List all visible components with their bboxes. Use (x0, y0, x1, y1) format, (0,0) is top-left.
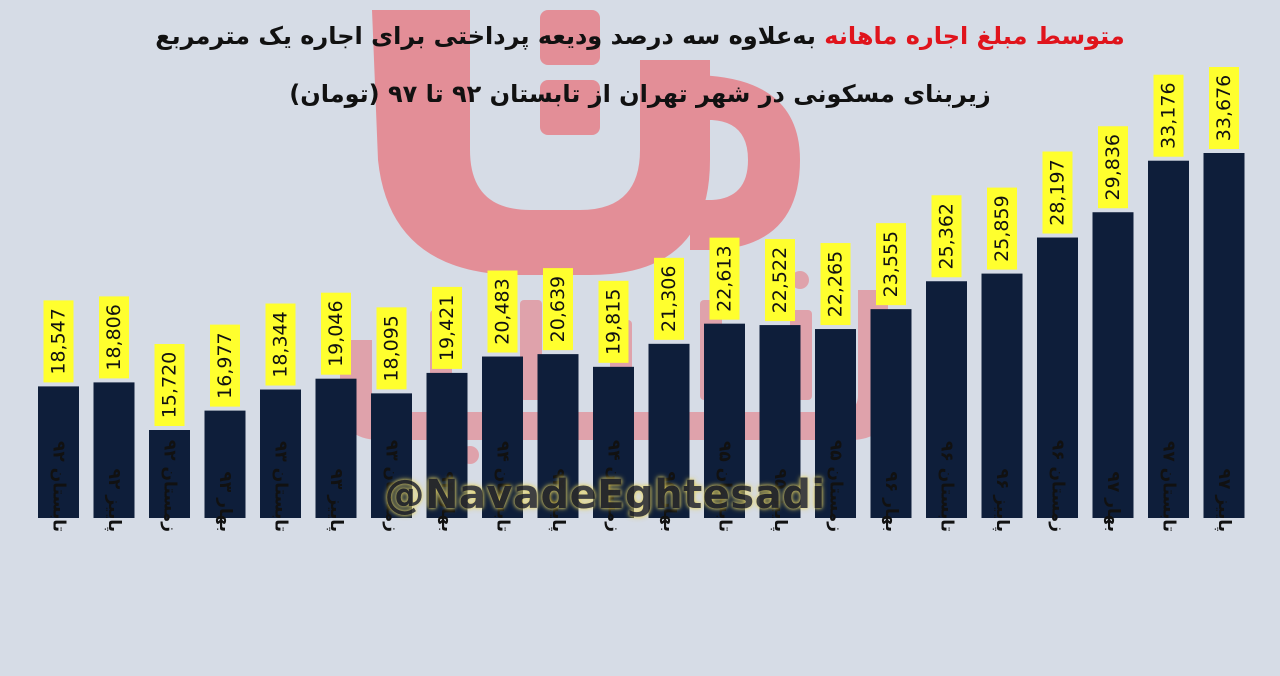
data-label: 23,555 (876, 223, 906, 306)
data-label-text: 28,197 (1047, 159, 1069, 225)
title-rest: به‌علاوه سه درصد ودیعه پرداختی برای اجار… (155, 22, 816, 50)
data-label-text: 20,639 (547, 276, 569, 342)
data-label-text: 29,836 (1102, 134, 1124, 200)
x-tick-label: بهار ۹۵ (659, 472, 679, 532)
data-label: 21,306 (654, 257, 684, 340)
data-label: 22,265 (820, 243, 851, 326)
data-label: 19,815 (598, 280, 629, 363)
bar (1203, 153, 1245, 518)
x-tick-label: زمستان ۹۲ (160, 440, 180, 532)
x-tick-label: پاییز ۹۵ (770, 469, 790, 532)
x-tick-label: تابستان ۹۶ (937, 441, 957, 532)
bar (648, 343, 690, 518)
bar (1148, 160, 1189, 518)
bar (537, 354, 579, 518)
bar (260, 389, 301, 518)
data-label: 16,977 (210, 324, 240, 407)
watermark-handle: @NavadeEghtesadi (384, 472, 826, 518)
data-label-text: 21,306 (658, 266, 680, 332)
data-label-text: 19,815 (603, 289, 625, 355)
data-label-text: 18,095 (381, 315, 403, 381)
data-label-text: 20,483 (492, 278, 514, 344)
bar (815, 329, 856, 518)
bar (593, 366, 634, 518)
data-label-text: 16,977 (214, 332, 236, 398)
data-label-text: 22,522 (769, 247, 791, 313)
data-label: 25,362 (931, 195, 962, 278)
x-tick-label: زمستان ۹۶ (1048, 440, 1068, 532)
x-tick-label: پاییز ۹۳ (326, 469, 346, 532)
data-label-text: 33,176 (1158, 82, 1180, 148)
bar (371, 393, 412, 518)
x-tick-label: بهار ۹۶ (881, 472, 901, 532)
bar (704, 323, 745, 518)
x-tick-label: پاییز ۹۴ (548, 469, 568, 532)
chart-title-line-1: متوسط مبلغ اجاره ماهانه به‌علاوه سه درصد… (60, 22, 1220, 50)
bar (204, 410, 246, 518)
x-tick-label: تابستان ۹۲ (49, 441, 69, 532)
x-tick-label: بهار ۹۳ (215, 472, 235, 532)
data-label-text: 15,720 (159, 352, 181, 418)
bar (482, 356, 523, 518)
x-tick-label: بهار ۹۴ (437, 472, 457, 532)
bar (149, 430, 190, 518)
data-label-text: 23,555 (880, 231, 902, 297)
x-tick-label: تابستان ۹۵ (715, 441, 735, 532)
data-label-text: 22,265 (825, 251, 847, 317)
data-label: 29,836 (1098, 126, 1128, 209)
data-label: 33,676 (1209, 67, 1239, 149)
data-label: 18,344 (265, 303, 296, 386)
data-label-text: 19,421 (436, 295, 458, 361)
data-label: 20,483 (487, 270, 518, 353)
x-tick-label: پاییز ۹۷ (1214, 469, 1234, 532)
x-tick-label: بهار ۹۷ (1103, 472, 1123, 532)
data-label-text: 19,046 (325, 300, 347, 366)
data-label: 19,421 (432, 286, 462, 369)
x-tick-label: پاییز ۹۶ (992, 469, 1012, 532)
data-label-text: 22,613 (714, 245, 736, 311)
data-label-text: 18,344 (270, 311, 292, 377)
x-tick-label: تابستان ۹۳ (271, 441, 291, 532)
bar (981, 273, 1023, 518)
bar (93, 382, 135, 518)
bar (426, 372, 468, 518)
x-tick-label: زمستان ۹۳ (382, 440, 402, 532)
data-label-text: 33,676 (1213, 75, 1235, 141)
data-label: 22,613 (709, 237, 740, 320)
bar (926, 281, 967, 518)
x-tick-label: تابستان ۹۷ (1159, 441, 1179, 532)
data-label-text: 25,859 (991, 195, 1013, 261)
data-label: 18,547 (43, 300, 74, 383)
data-label: 22,522 (765, 239, 795, 322)
data-label: 20,639 (543, 268, 573, 351)
bar (1092, 212, 1134, 518)
data-label: 25,859 (987, 187, 1017, 270)
x-tick-label: پاییز ۹۲ (104, 469, 124, 532)
data-label-text: 18,806 (103, 304, 125, 370)
data-label: 15,720 (154, 344, 185, 426)
bar (759, 325, 801, 518)
data-label-text: 18,547 (48, 308, 70, 374)
bar (38, 386, 79, 518)
data-label: 18,806 (99, 296, 129, 379)
data-label: 19,046 (321, 292, 351, 375)
bar (1037, 237, 1078, 518)
chart-title-line-2: زیربنای مسکونی در شهر تهران از تابستان ۹… (289, 80, 991, 108)
x-tick-label: زمستان ۹۴ (604, 440, 624, 532)
title-highlight: متوسط مبلغ اجاره ماهانه (824, 22, 1125, 50)
bar (870, 309, 912, 518)
bar (315, 378, 357, 518)
x-tick-label: زمستان ۹۵ (826, 440, 846, 532)
data-label-text: 25,362 (936, 203, 958, 269)
data-label: 33,176 (1153, 74, 1184, 157)
data-label: 28,197 (1042, 151, 1073, 234)
data-label: 18,095 (376, 307, 407, 390)
x-tick-label: تابستان ۹۴ (493, 441, 513, 532)
